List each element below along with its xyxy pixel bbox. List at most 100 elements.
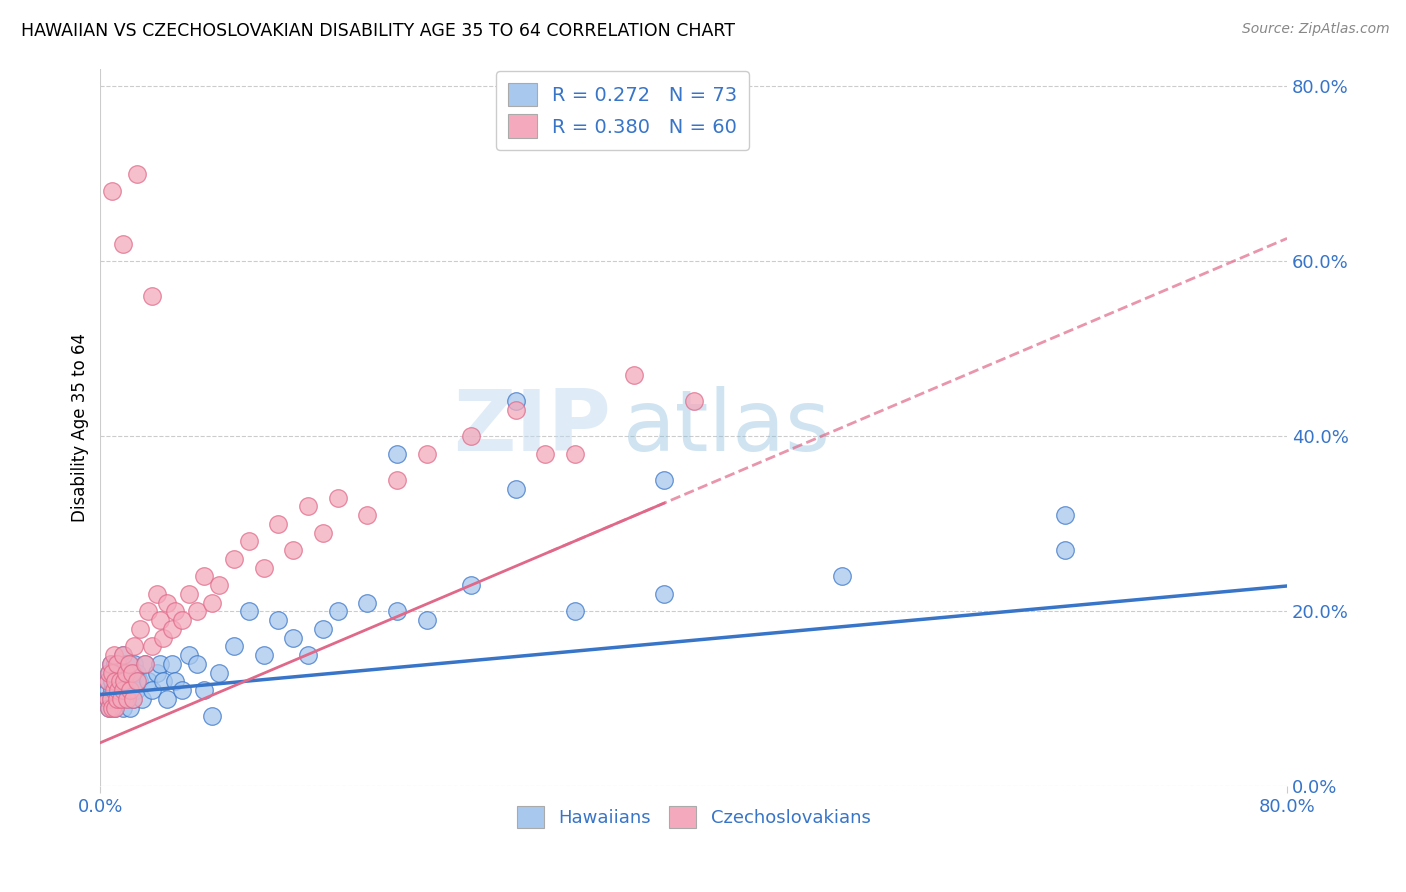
- Point: [111, 236, 134, 251]
- Point: [108, 683, 131, 698]
- Point: [201, 709, 224, 723]
- Point: [107, 692, 129, 706]
- Point: [149, 613, 172, 627]
- Point: [252, 560, 274, 574]
- Point: [312, 525, 335, 540]
- Point: [103, 692, 125, 706]
- Point: [136, 674, 159, 689]
- Point: [179, 587, 201, 601]
- Point: [104, 657, 127, 671]
- Point: [505, 403, 527, 417]
- Point: [141, 683, 163, 698]
- Point: [121, 674, 143, 689]
- Point: [124, 657, 146, 671]
- Point: [101, 665, 124, 680]
- Text: HAWAIIAN VS CZECHOSLOVAKIAN DISABILITY AGE 35 TO 64 CORRELATION CHART: HAWAIIAN VS CZECHOSLOVAKIAN DISABILITY A…: [21, 22, 735, 40]
- Point: [141, 640, 163, 654]
- Point: [238, 534, 260, 549]
- Point: [101, 184, 124, 198]
- Point: [105, 657, 128, 671]
- Point: [115, 674, 138, 689]
- Point: [101, 683, 124, 698]
- Point: [97, 692, 120, 706]
- Point: [283, 543, 305, 558]
- Point: [652, 473, 675, 487]
- Point: [111, 700, 134, 714]
- Point: [415, 613, 437, 627]
- Point: [112, 665, 135, 680]
- Point: [326, 604, 349, 618]
- Point: [145, 587, 167, 601]
- Point: [156, 596, 179, 610]
- Point: [98, 700, 121, 714]
- Point: [163, 674, 186, 689]
- Point: [122, 692, 145, 706]
- Point: [385, 473, 408, 487]
- Point: [100, 657, 122, 671]
- Point: [97, 674, 120, 689]
- Point: [118, 657, 141, 671]
- Point: [127, 665, 149, 680]
- Point: [283, 631, 305, 645]
- Point: [186, 604, 208, 618]
- Point: [252, 648, 274, 662]
- Point: [179, 648, 201, 662]
- Point: [104, 700, 127, 714]
- Point: [160, 657, 183, 671]
- Point: [100, 692, 122, 706]
- Point: [114, 665, 136, 680]
- Point: [112, 674, 135, 689]
- Point: [267, 613, 290, 627]
- Point: [222, 640, 245, 654]
- Point: [105, 674, 128, 689]
- Point: [460, 578, 482, 592]
- Point: [134, 657, 156, 671]
- Point: [108, 665, 131, 680]
- Point: [564, 447, 586, 461]
- Point: [326, 491, 349, 505]
- Point: [111, 648, 134, 662]
- Point: [103, 665, 125, 680]
- Point: [623, 368, 645, 382]
- Point: [505, 482, 527, 496]
- Point: [831, 569, 853, 583]
- Point: [170, 683, 193, 698]
- Point: [356, 508, 378, 522]
- Point: [356, 596, 378, 610]
- Point: [129, 622, 152, 636]
- Point: [415, 447, 437, 461]
- Point: [312, 622, 335, 636]
- Point: [101, 700, 124, 714]
- Point: [564, 604, 586, 618]
- Point: [156, 692, 179, 706]
- Point: [160, 622, 183, 636]
- Point: [127, 674, 149, 689]
- Point: [460, 429, 482, 443]
- Point: [105, 692, 128, 706]
- Point: [163, 604, 186, 618]
- Point: [145, 665, 167, 680]
- Point: [105, 692, 128, 706]
- Point: [193, 683, 215, 698]
- Point: [505, 394, 527, 409]
- Point: [117, 665, 139, 680]
- Point: [115, 692, 138, 706]
- Point: [114, 683, 136, 698]
- Point: [222, 551, 245, 566]
- Point: [124, 640, 146, 654]
- Point: [193, 569, 215, 583]
- Point: [208, 665, 231, 680]
- Point: [97, 674, 120, 689]
- Text: Source: ZipAtlas.com: Source: ZipAtlas.com: [1241, 22, 1389, 37]
- Point: [100, 692, 122, 706]
- Point: [103, 683, 125, 698]
- Point: [100, 657, 122, 671]
- Point: [267, 516, 290, 531]
- Point: [97, 692, 120, 706]
- Text: atlas: atlas: [623, 386, 831, 469]
- Point: [125, 683, 148, 698]
- Point: [115, 692, 138, 706]
- Point: [110, 665, 132, 680]
- Point: [131, 692, 153, 706]
- Point: [149, 657, 172, 671]
